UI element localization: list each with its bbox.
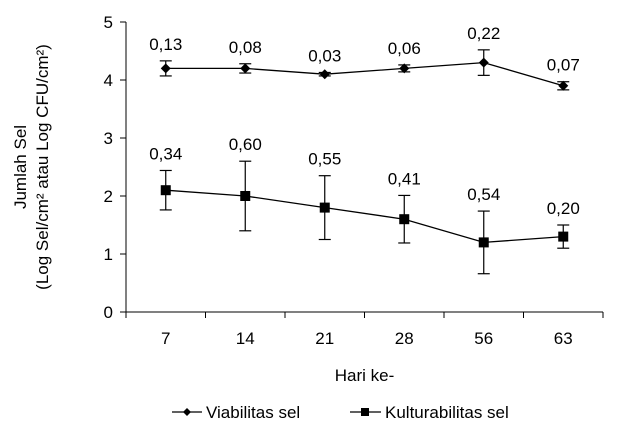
legend-label-viabilitas: Viabilitas sel xyxy=(206,403,300,422)
data-point-square xyxy=(160,185,171,196)
data-point-square xyxy=(558,231,569,242)
y-tick-label: 0 xyxy=(104,303,113,322)
series-line xyxy=(165,189,564,244)
y-tick-label: 1 xyxy=(104,245,113,264)
y-tick-label: 3 xyxy=(104,129,113,148)
data-point-square xyxy=(319,202,330,213)
data-point-square xyxy=(478,237,489,248)
data-label: 0,07 xyxy=(547,56,580,75)
data-point-diamond xyxy=(319,69,330,80)
x-tick-label: 63 xyxy=(554,329,573,348)
y-axis-title-line-2: (Log Sel/cm² atau Log CFU/cm²) xyxy=(33,44,52,290)
series-layer: 0,13 0,08 0,03 0,06 0,22 0,07 0,34 0,60 0,55 0,41… xyxy=(149,24,580,275)
legend-marker-square xyxy=(361,408,369,416)
data-label: 0,20 xyxy=(547,199,580,218)
data-label: 0,34 xyxy=(149,144,182,163)
y-tick-label: 4 xyxy=(104,71,113,90)
x-axis-title: Hari ke- xyxy=(335,366,395,385)
y-tick-label: 2 xyxy=(104,187,113,206)
data-point-diamond xyxy=(399,63,410,74)
x-tick-label: 21 xyxy=(315,329,334,348)
y-ticks: 0 1 2 3 4 5 xyxy=(104,13,126,322)
data-point-square xyxy=(240,191,251,201)
data-point-diamond xyxy=(558,80,569,91)
x-tick-label: 7 xyxy=(161,329,170,348)
data-label: 0,03 xyxy=(308,46,341,65)
legend-label-kulturabilitas: Kulturabilitas sel xyxy=(385,403,509,422)
data-label: 0,54 xyxy=(467,185,500,204)
data-point-diamond xyxy=(160,63,171,74)
series-viabilitas: 0,13 0,08 0,03 0,06 0,22 0,07 xyxy=(149,24,580,91)
legend: Viabilitas sel Kulturabilitas sel xyxy=(172,403,509,422)
data-label: 0,41 xyxy=(388,169,421,188)
y-tick-label: 5 xyxy=(104,13,113,32)
data-label: 0,22 xyxy=(467,24,500,43)
y-axis-title-line-1: Jumlah Sel xyxy=(11,125,30,209)
data-point-square xyxy=(399,214,410,225)
data-label: 0,06 xyxy=(388,39,421,58)
data-label: 0,08 xyxy=(229,38,262,57)
data-label: 0,60 xyxy=(229,135,262,154)
data-label: 0,55 xyxy=(308,150,341,169)
data-point-diamond xyxy=(478,57,489,68)
series-line xyxy=(165,61,564,87)
legend-marker-diamond xyxy=(183,408,191,416)
axes xyxy=(125,22,603,313)
x-tick-label: 14 xyxy=(236,329,255,348)
x-tick-label: 28 xyxy=(395,329,414,348)
series-kulturabilitas: 0,34 0,60 0,55 0,41 0,54 0,20 xyxy=(149,135,580,275)
x-tick-label: 56 xyxy=(474,329,493,348)
data-point-diamond xyxy=(240,63,251,74)
data-label: 0,13 xyxy=(149,35,182,54)
x-ticks: 7 14 21 28 56 63 xyxy=(125,312,604,348)
